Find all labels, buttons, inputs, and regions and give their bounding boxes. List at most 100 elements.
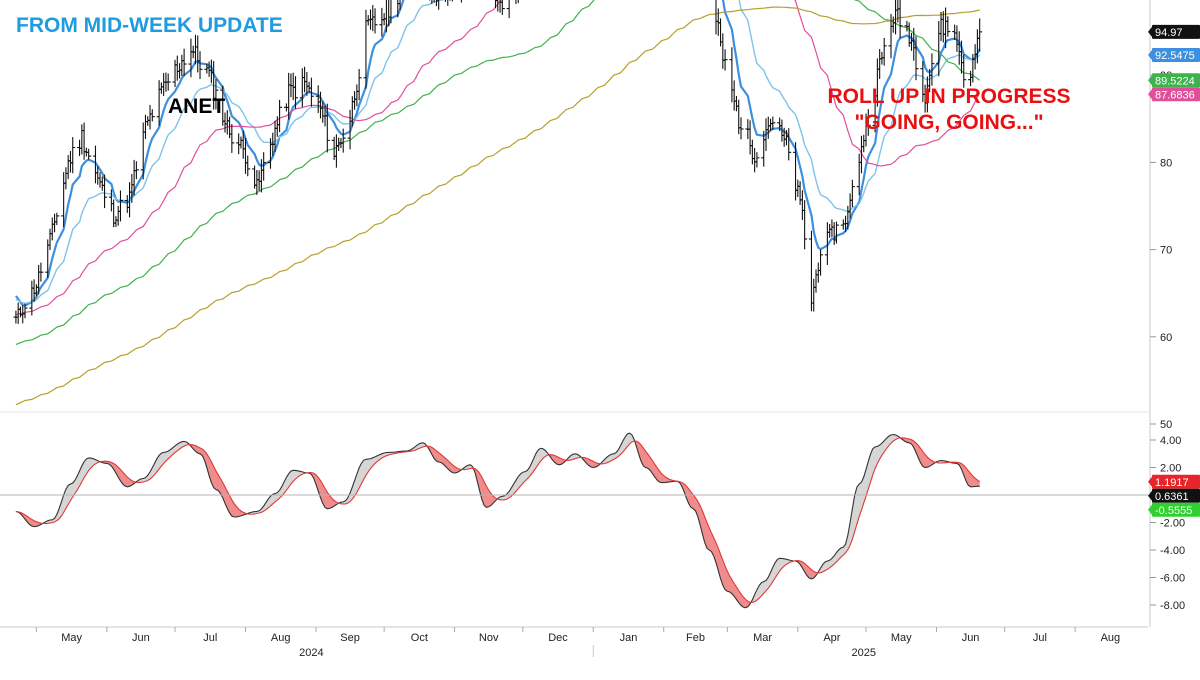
macd-fill-up (40, 457, 100, 525)
month-label: Dec (548, 632, 568, 644)
price-tick-label: 60 (1160, 332, 1172, 344)
last-value-signal: 1.1917 (1148, 474, 1200, 489)
month-label: Oct (411, 632, 428, 644)
macd-fill-up (245, 470, 305, 515)
price-bar (865, 109, 871, 136)
price-bar (388, 0, 392, 24)
price-bar (818, 249, 824, 276)
month-label: Jul (1033, 632, 1047, 644)
price-bar (308, 77, 314, 107)
macd-fill-up (816, 434, 901, 576)
price-bar (86, 148, 92, 160)
last-value-macd: 0.6361 (1148, 488, 1200, 503)
month-label: Feb (686, 632, 705, 644)
macd-fill-down (188, 443, 246, 517)
price-bar (70, 137, 76, 174)
price-bar (213, 79, 219, 110)
price-bar (913, 36, 919, 81)
annotation-line-1: ROLL UP IN PROGRESS (827, 85, 1071, 108)
macd-fill-up (566, 453, 580, 461)
price-bar (945, 16, 951, 37)
macd-fill-down (900, 437, 935, 468)
macd-fill-down (634, 439, 751, 608)
price-bar (22, 303, 28, 319)
month-label: Apr (823, 632, 840, 644)
price-bar (149, 109, 155, 122)
last-value-label: 87.6836 (1155, 89, 1195, 101)
ma-line-ema21 (15, 0, 981, 305)
price-bar (786, 128, 792, 161)
month-label: Sep (340, 632, 360, 644)
price-bar (722, 49, 728, 71)
month-label: May (891, 632, 912, 644)
price-bar (277, 99, 283, 133)
price-bar (499, 0, 505, 15)
price-bar (372, 8, 378, 34)
price-bar (181, 48, 187, 77)
price-bar (397, 0, 401, 11)
month-label: Nov (479, 632, 499, 644)
macd-line (15, 432, 980, 609)
last-value-label: 92.5475 (1155, 50, 1195, 62)
month-label: Mar (753, 632, 772, 644)
macd-tick-label: -2.00 (1160, 518, 1185, 530)
price-bar (961, 54, 967, 88)
ma-line-ma200 (15, 6, 980, 406)
last-value-ema21: 92.5475 (1148, 47, 1200, 62)
macd-tick-label: 4.00 (1160, 435, 1181, 447)
price-bar (977, 18, 983, 52)
annotation-line-2: "GOING, GOING..." (854, 111, 1044, 134)
macd-fill-down (472, 466, 496, 508)
ma-line-ma100 (15, 0, 981, 346)
price-bar (447, 0, 449, 6)
macd-tick-label: 2.00 (1160, 463, 1181, 475)
price-bar (102, 174, 108, 209)
price-bar (197, 51, 203, 79)
price-bar (436, 0, 440, 10)
price-tick-label: 70 (1160, 245, 1172, 257)
price-bar (292, 76, 298, 109)
last-value-label: -0.5555 (1155, 505, 1192, 517)
price-bar (515, 0, 517, 4)
price-bar (833, 221, 839, 244)
price-bar (245, 155, 251, 177)
macd-fill-up (750, 558, 794, 604)
price-bar (460, 0, 462, 3)
price-tick-label: 50 (1160, 419, 1172, 431)
macd-fill-down (579, 455, 601, 468)
price-bar (881, 37, 887, 66)
price-bar (802, 200, 808, 250)
price-bar (229, 123, 235, 153)
price-bar (754, 152, 760, 168)
last-value-histogram: -0.5555 (1148, 502, 1200, 517)
price-bar (738, 117, 744, 140)
price-bar (495, 0, 499, 12)
macd-tick-label: -8.00 (1160, 600, 1185, 612)
annotation: ROLL UP IN PROGRESS "GOING, GOING..." (802, 84, 1096, 136)
macd-fill-down (425, 443, 462, 473)
price-bar (356, 68, 362, 101)
year-label: 2025 (851, 647, 875, 659)
price-bar (38, 262, 44, 282)
month-label: May (61, 632, 82, 644)
macd-tick-label: -4.00 (1160, 545, 1185, 557)
ticker-label: ANET (168, 95, 226, 118)
last-value-label: 94.97 (1155, 27, 1183, 39)
price-bar (506, 0, 510, 19)
price-bar (340, 128, 346, 153)
price-bar (770, 116, 776, 130)
price-tick-label: 80 (1160, 157, 1172, 169)
last-value-ma100: 89.5224 (1148, 73, 1200, 88)
price-bar (261, 152, 267, 181)
month-label: Jan (620, 632, 638, 644)
last-value-ma50: 87.6836 (1148, 87, 1200, 102)
price-bar (849, 179, 855, 208)
macd-signal-line (15, 437, 981, 603)
price-bar (897, 0, 903, 39)
month-label: Aug (1101, 632, 1121, 644)
price-bar (133, 161, 139, 180)
price-bar (929, 53, 935, 86)
macd-fill-down (793, 560, 816, 579)
